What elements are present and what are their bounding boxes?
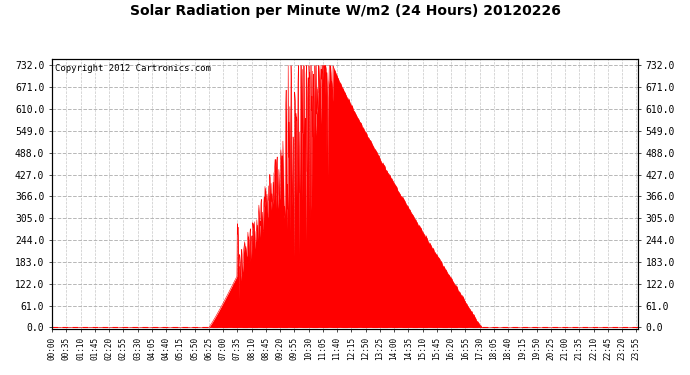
Text: Copyright 2012 Cartronics.com: Copyright 2012 Cartronics.com	[55, 64, 211, 74]
Text: Solar Radiation per Minute W/m2 (24 Hours) 20120226: Solar Radiation per Minute W/m2 (24 Hour…	[130, 4, 560, 18]
